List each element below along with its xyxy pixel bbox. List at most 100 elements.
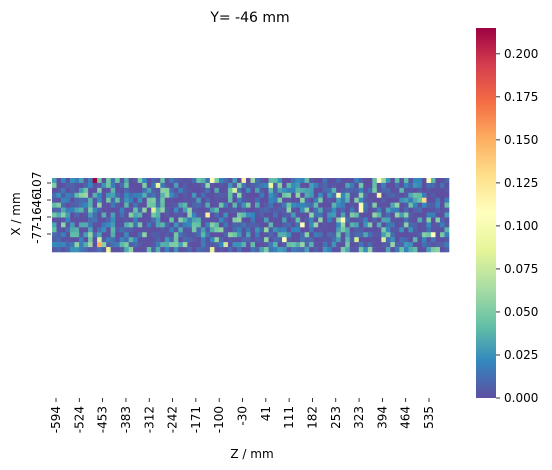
heatmap-cell <box>178 207 184 213</box>
heatmap-cell <box>313 232 319 238</box>
heatmap-cell <box>394 212 400 218</box>
heatmap-cell <box>83 237 89 243</box>
heatmap-cell <box>70 242 75 248</box>
heatmap-cell <box>282 237 287 243</box>
heatmap-cell <box>309 187 314 194</box>
heatmap-cell <box>205 247 211 253</box>
heatmap-cell <box>214 202 220 208</box>
heatmap-cell <box>282 197 287 203</box>
heatmap-area <box>52 178 450 253</box>
heatmap-cell <box>268 182 274 189</box>
heatmap-cell <box>137 217 143 223</box>
heatmap-cell <box>106 232 111 238</box>
heatmap-cell <box>385 192 391 199</box>
heatmap-cell <box>227 178 233 184</box>
heatmap-cell <box>196 207 202 213</box>
heatmap-cell <box>345 222 351 228</box>
heatmap-cell <box>200 202 206 208</box>
heatmap-cell <box>115 242 120 248</box>
heatmap-cell <box>218 212 224 218</box>
heatmap-cell <box>277 232 283 238</box>
heatmap-cell <box>101 227 107 233</box>
heatmap-cell <box>169 237 175 243</box>
heatmap-cell <box>56 207 62 213</box>
heatmap-cell <box>385 247 391 253</box>
heatmap-cell <box>367 192 373 199</box>
heatmap-cell <box>236 247 242 253</box>
heatmap-cell <box>259 178 265 184</box>
heatmap-cell <box>209 247 215 253</box>
heatmap-cell <box>295 247 301 253</box>
heatmap-cell <box>83 212 89 218</box>
heatmap-cell <box>381 182 387 189</box>
heatmap-cell <box>79 242 84 248</box>
heatmap-cell <box>200 182 206 189</box>
heatmap-cell <box>358 178 364 184</box>
heatmap-cell <box>277 222 283 228</box>
heatmap-cell <box>417 227 423 233</box>
heatmap-cell <box>363 212 369 218</box>
heatmap-cell <box>412 247 418 253</box>
heatmap-cell <box>151 197 157 203</box>
heatmap-cell <box>223 247 229 253</box>
heatmap-cell <box>304 187 310 194</box>
heatmap-cell <box>245 182 251 189</box>
heatmap-cell <box>218 227 224 233</box>
heatmap-cell <box>376 182 382 189</box>
heatmap-cell <box>295 178 301 184</box>
heatmap-cell <box>255 187 260 194</box>
heatmap-cell <box>88 242 93 248</box>
heatmap-cell <box>128 242 134 248</box>
heatmap-cell <box>354 247 360 253</box>
heatmap-cell <box>336 237 342 243</box>
heatmap-cell <box>241 217 247 223</box>
heatmap-cell <box>65 227 71 233</box>
heatmap-cell <box>110 192 116 199</box>
heatmap-cell <box>61 187 66 194</box>
heatmap-cell <box>160 237 166 243</box>
heatmap-cell <box>160 192 166 199</box>
heatmap-cell <box>160 197 166 203</box>
heatmap-cell <box>133 197 139 203</box>
heatmap-cell <box>358 217 364 223</box>
heatmap-cell <box>169 212 175 218</box>
heatmap-cell <box>421 197 427 203</box>
heatmap-cell <box>232 187 238 194</box>
heatmap-cell <box>164 178 170 184</box>
heatmap-cell <box>313 237 319 243</box>
heatmap-cell <box>97 192 102 199</box>
heatmap-cell <box>408 242 414 248</box>
heatmap-cell <box>354 222 360 228</box>
heatmap-cell <box>61 202 66 208</box>
heatmap-cell <box>106 242 111 248</box>
heatmap-cell <box>439 182 445 189</box>
heatmap-cell <box>178 187 184 194</box>
heatmap-cell <box>241 222 247 228</box>
x-tick-label: -100 <box>212 406 226 433</box>
heatmap-cell <box>439 187 445 194</box>
heatmap-cell <box>227 187 233 194</box>
heatmap-cell <box>426 178 432 184</box>
heatmap-cell <box>367 202 373 208</box>
heatmap-cell <box>255 207 260 213</box>
heatmap-cell <box>200 212 206 218</box>
heatmap-cell <box>376 192 382 199</box>
heatmap-cell <box>322 217 328 223</box>
heatmap-cell <box>273 247 278 253</box>
heatmap-cell <box>313 187 319 194</box>
heatmap-cell <box>412 202 418 208</box>
heatmap-cell <box>83 247 89 253</box>
heatmap-cell <box>385 207 391 213</box>
heatmap-cell <box>137 182 143 189</box>
heatmap-cell <box>173 187 179 194</box>
heatmap-cell <box>79 212 84 218</box>
heatmap-cell <box>128 247 134 253</box>
heatmap-cell <box>70 207 75 213</box>
heatmap-cell <box>403 178 409 184</box>
heatmap-cell <box>245 217 251 223</box>
heatmap-cell <box>218 187 224 194</box>
heatmap-cell <box>214 207 220 213</box>
heatmap-cell <box>327 207 332 213</box>
heatmap-cell <box>331 217 337 223</box>
heatmap-cell <box>403 187 409 194</box>
